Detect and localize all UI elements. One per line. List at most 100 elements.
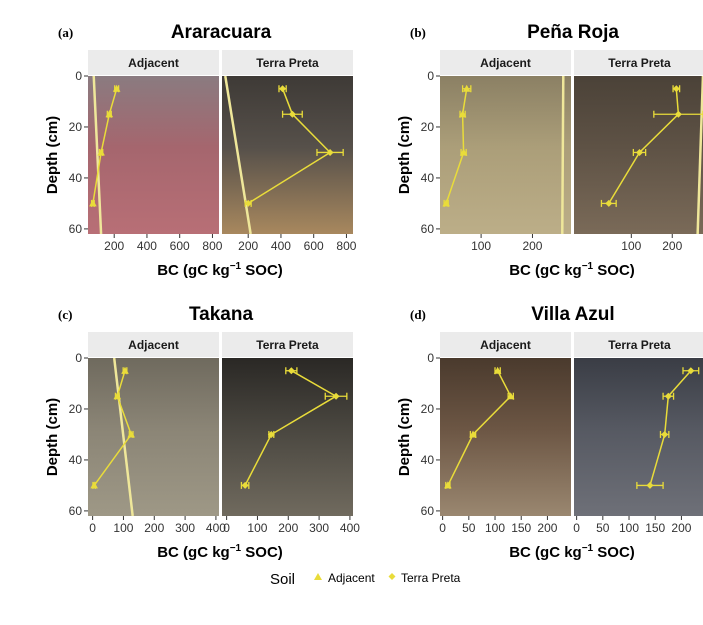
plot-area	[600, 76, 703, 234]
panel-1: (a) Araracuara Depth (cm) 0 20 40 60 Adjacent 20…	[44, 22, 357, 279]
facet-terra-preta: Terra Preta 200 400 600 800	[222, 50, 357, 253]
data-point-diamond	[636, 148, 643, 156]
x-axis-title-exponent: −1	[582, 543, 594, 554]
y-tick-label: 0	[427, 69, 434, 83]
legend: Soil Adjacent Terra Preta	[270, 571, 461, 588]
data-point-diamond	[605, 199, 613, 207]
facet-adjacent: Adjacent 200 400 600 800	[88, 50, 223, 253]
facet-strip-label: Adjacent	[480, 338, 531, 352]
facet-terra-preta: Terra Preta 100 200	[574, 50, 703, 253]
data-point-diamond	[244, 199, 252, 207]
facet-strip	[574, 332, 703, 357]
facet-terra-preta: Terra Preta 0 50 100 150 200	[573, 332, 703, 535]
plot-area	[240, 367, 348, 489]
x-tick-label: 200	[662, 239, 682, 253]
facet-strip	[440, 50, 571, 75]
facet-strip	[88, 332, 219, 357]
x-axis-title: BC (gC kg−1 SOC)	[509, 261, 635, 279]
x-tick-label: 400	[137, 239, 157, 253]
series-line	[649, 370, 692, 486]
y-axis-title: Depth (cm)	[396, 398, 413, 476]
legend-label-terra-preta: Terra Preta	[401, 571, 461, 585]
facet-terra-preta: Terra Preta 0 100 200 300 400	[222, 332, 360, 535]
facet-adjacent: Adjacent 0 100 200 300 400	[88, 332, 226, 535]
site-title: Takana	[189, 304, 254, 325]
y-axis-title: Depth (cm)	[44, 398, 61, 476]
measuring-tape	[224, 76, 252, 234]
facet-strip	[574, 50, 703, 75]
data-point-triangle	[442, 199, 450, 207]
x-tick-label: 100	[621, 239, 641, 253]
x-axis-title-exponent: −1	[230, 261, 242, 272]
data-point-diamond	[241, 481, 249, 489]
facet-adjacent: Adjacent 100 200	[440, 50, 571, 253]
y-tick-label: 40	[421, 171, 435, 185]
panel-letter: (a)	[58, 25, 73, 40]
measuring-tape	[112, 358, 134, 516]
facet-strip-label: Terra Preta	[608, 338, 671, 352]
x-axis-title-exponent: −1	[582, 261, 594, 272]
x-tick-label: 200	[144, 521, 164, 535]
data-point-triangle	[506, 392, 515, 400]
panel-3: (c) Takana Depth (cm) 0 20 40 60 Adjacent 0 100 20…	[44, 304, 360, 561]
facet-strip-label: Terra Preta	[256, 338, 319, 352]
soil-profile-photo	[440, 358, 571, 516]
plot-area	[444, 366, 515, 489]
y-tick-label: 60	[69, 504, 83, 518]
data-point-triangle	[458, 110, 467, 118]
data-point-diamond	[687, 367, 695, 375]
facet-strip	[222, 50, 353, 75]
data-point-triangle	[462, 84, 471, 92]
x-tick-label: 150	[645, 521, 665, 535]
legend-key-diamond	[388, 573, 396, 580]
data-point-diamond	[326, 148, 334, 156]
facet-strip	[88, 50, 219, 75]
x-axis-title-unit: SOC)	[241, 544, 283, 561]
y-tick-label: 40	[69, 453, 83, 467]
panel-4: (d) Villa Azul Depth (cm) 0 20 40 60 Adjacent 0 5…	[396, 304, 703, 561]
panel-letter: (c)	[58, 307, 72, 322]
x-tick-label: 0	[223, 521, 230, 535]
data-point-triangle	[89, 199, 97, 207]
data-point-triangle	[127, 430, 135, 438]
facet-strip-label: Terra Preta	[608, 56, 671, 70]
data-point-triangle	[113, 392, 122, 400]
x-tick-label: 150	[511, 521, 531, 535]
facet-strip-label: Adjacent	[480, 56, 531, 70]
y-tick-label: 0	[75, 351, 82, 365]
x-axis-title-unit: SOC)	[593, 262, 635, 279]
x-tick-label: 100	[485, 521, 505, 535]
x-tick-label: 600	[170, 239, 190, 253]
x-axis-title-unit: SOC)	[593, 544, 635, 561]
x-tick-label: 600	[304, 239, 324, 253]
x-axis-title-main: BC (gC kg	[509, 262, 582, 279]
y-tick-label: 40	[69, 171, 83, 185]
x-axis-title-main: BC (gC kg	[157, 544, 230, 561]
y-axis-title: Depth (cm)	[396, 116, 413, 194]
plot-area	[90, 358, 135, 516]
x-axis-title: BC (gC kg−1 SOC)	[157, 261, 283, 279]
x-tick-label: 0	[439, 521, 446, 535]
soil-profile-photo	[222, 358, 353, 516]
soil-profile-photo	[88, 358, 219, 516]
panel-2: (b) Peña Roja Depth (cm) 0 20 40 60 Adjacent 100…	[396, 22, 703, 279]
x-tick-label: 100	[471, 239, 491, 253]
x-tick-label: 200	[537, 521, 557, 535]
y-tick-label: 40	[421, 453, 435, 467]
measuring-tape	[696, 76, 703, 234]
series-line	[247, 88, 332, 205]
data-point-diamond	[288, 110, 296, 118]
x-tick-label: 50	[596, 521, 610, 535]
x-tick-label: 400	[206, 521, 226, 535]
measuring-tape	[561, 76, 565, 234]
series-line	[244, 370, 338, 486]
facet-strip-label: Terra Preta	[256, 56, 319, 70]
series-line	[445, 88, 468, 204]
soil-profile-photo	[88, 76, 219, 234]
x-tick-label: 0	[573, 521, 580, 535]
x-tick-label: 200	[104, 239, 124, 253]
y-tick-label: 0	[427, 351, 434, 365]
x-tick-label: 400	[271, 239, 291, 253]
data-point-diamond	[674, 110, 682, 118]
